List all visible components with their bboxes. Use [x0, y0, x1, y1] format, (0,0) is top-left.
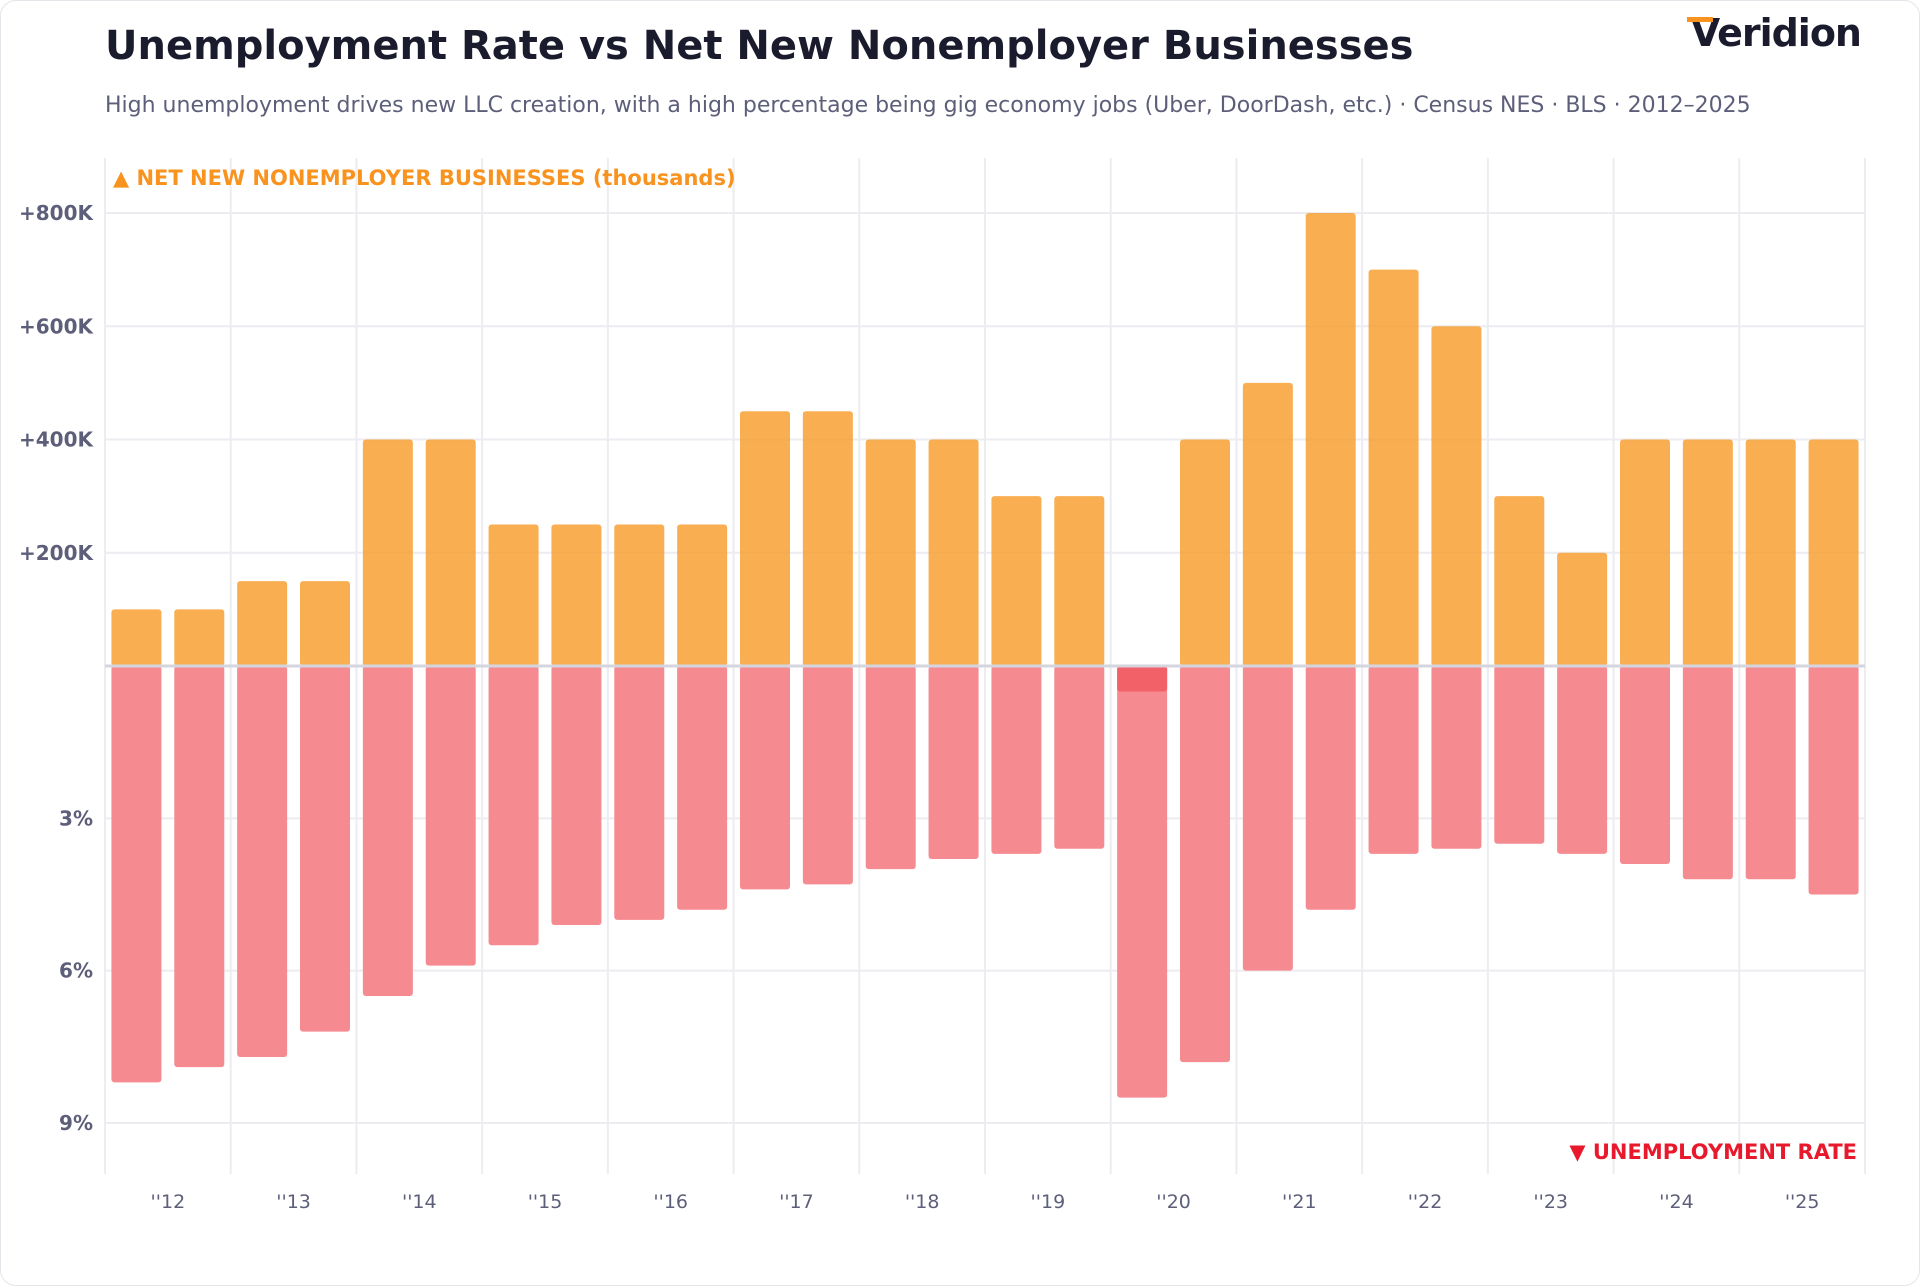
unemployment-bar — [551, 666, 602, 925]
business-bar — [300, 581, 350, 666]
business-bar — [1368, 269, 1419, 666]
y-tick-label: 3% — [59, 806, 93, 830]
legend-businesses: ▲ NET NEW NONEMPLOYER BUSINESSES (thousa… — [113, 166, 736, 190]
y-tick-label: 6% — [59, 959, 93, 983]
unemployment-bar — [677, 666, 728, 910]
logo-accent — [1686, 17, 1713, 22]
y-tick-label: +400K — [19, 428, 95, 452]
unemployment-bar — [1494, 666, 1545, 844]
business-bar — [362, 439, 413, 666]
business-bar — [1557, 552, 1608, 666]
unemployment-bar — [111, 666, 162, 1083]
unemployment-bar — [865, 666, 916, 870]
business-bar — [551, 524, 602, 666]
unemployment-bar — [1808, 666, 1859, 895]
business-bar — [174, 609, 225, 666]
unemployment-bar — [1557, 666, 1608, 854]
business-bar — [928, 439, 979, 666]
x-tick-label: ''17 — [779, 1191, 814, 1213]
unemployment-bar — [614, 666, 665, 920]
business-bar — [237, 581, 288, 666]
y-tick-label: +800K — [19, 201, 95, 225]
unemployment-bar — [425, 666, 476, 966]
business-bar — [740, 411, 790, 666]
business-bar — [802, 411, 853, 666]
x-tick-label: ''13 — [276, 1191, 311, 1213]
unemployment-bar — [1368, 666, 1419, 854]
x-tick-label: ''18 — [905, 1191, 940, 1213]
unemployment-bar — [1620, 666, 1670, 865]
unemployment-bar — [740, 666, 790, 890]
x-tick-label: ''16 — [653, 1191, 688, 1213]
business-bar — [1242, 382, 1293, 666]
x-tick-label: ''24 — [1659, 1191, 1694, 1213]
y-tick-label: +600K — [19, 314, 95, 338]
business-bar — [1682, 439, 1733, 666]
x-tick-label: ''19 — [1031, 1191, 1066, 1213]
unemployment-bar — [1117, 666, 1168, 1098]
business-bar — [1745, 439, 1796, 666]
unemployment-bar — [1242, 666, 1293, 971]
x-tick-label: ''22 — [1408, 1191, 1443, 1213]
business-bar — [111, 609, 162, 666]
unemployment-bar — [1054, 666, 1105, 849]
business-bar — [1494, 496, 1545, 666]
unemployment-bar — [1180, 666, 1230, 1063]
business-bar — [1431, 326, 1482, 666]
business-bar — [1808, 439, 1859, 666]
unemployment-bar — [1682, 666, 1733, 880]
y-tick-label: +200K — [19, 541, 95, 565]
x-tick-label: ''14 — [402, 1191, 437, 1213]
unemployment-bar — [991, 666, 1042, 854]
chart-title: Unemployment Rate vs Net New Nonemployer… — [105, 23, 1414, 69]
business-bar — [425, 439, 476, 666]
business-bar-negative — [1117, 666, 1168, 692]
business-bar — [865, 439, 916, 666]
unemployment-bar — [928, 666, 979, 859]
x-tick-label: ''23 — [1533, 1191, 1568, 1213]
business-bar — [1305, 213, 1356, 666]
business-bar — [488, 524, 539, 666]
business-bar — [1180, 439, 1230, 666]
chart-subtitle: High unemployment drives new LLC creatio… — [105, 93, 1751, 118]
x-tick-label: ''20 — [1156, 1191, 1191, 1213]
logo-text: Veridion — [1690, 11, 1862, 55]
unemployment-bar — [488, 666, 539, 946]
business-bar — [1054, 496, 1105, 666]
unemployment-bar — [237, 666, 288, 1057]
unemployment-bar — [174, 666, 225, 1068]
unemployment-bar — [802, 666, 853, 885]
unemployment-bar — [1745, 666, 1796, 880]
business-bar — [991, 496, 1042, 666]
unemployment-bar — [362, 666, 413, 997]
business-bar — [677, 524, 728, 666]
legend-unemployment: ▼ UNEMPLOYMENT RATE — [1569, 1140, 1857, 1164]
veridion-logo: Veridion — [1686, 11, 1862, 55]
x-tick-label: ''12 — [151, 1191, 186, 1213]
business-bar — [1620, 439, 1670, 666]
x-tick-label: ''15 — [528, 1191, 563, 1213]
unemployment-bar — [1431, 666, 1482, 849]
y-tick-label: 9% — [59, 1111, 93, 1135]
business-bar — [614, 524, 665, 666]
unemployment-bar — [1305, 666, 1356, 910]
x-tick-label: ''21 — [1282, 1191, 1317, 1213]
x-tick-label: ''25 — [1785, 1191, 1820, 1213]
unemployment-bar — [300, 666, 350, 1032]
